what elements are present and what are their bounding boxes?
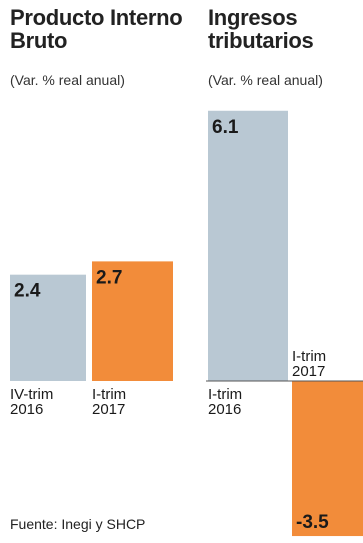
- bar-pib-1: [10, 274, 86, 381]
- bar-ingresos-2: [292, 381, 363, 537]
- value-label-pib-1: 2.4: [14, 281, 41, 302]
- bar-pib-2: [92, 261, 173, 381]
- category-label-ingresos-2: I-trim 2017: [292, 348, 326, 380]
- category-label-ingresos-1: I-trim 2016: [208, 386, 242, 418]
- chart-title-pib: Producto Interno Bruto: [10, 5, 183, 53]
- source-note: Fuente: Inegi y SHCP: [10, 516, 146, 532]
- value-label-ingresos-2: -3.5: [296, 512, 329, 533]
- category-label-pib-2: I-trim 2017: [92, 386, 126, 418]
- value-label-pib-2: 2.7: [96, 267, 122, 288]
- category-label-pib-1: IV-trim 2016: [10, 386, 53, 418]
- chart-subtitle-ingresos: (Var. % real anual): [208, 72, 323, 88]
- bar-ingresos-1: [208, 110, 288, 382]
- chart-subtitle-pib: (Var. % real anual): [10, 72, 125, 88]
- value-label-ingresos-1: 6.1: [212, 117, 239, 138]
- chart-title-ingresos: Ingresos tributarios: [208, 5, 314, 53]
